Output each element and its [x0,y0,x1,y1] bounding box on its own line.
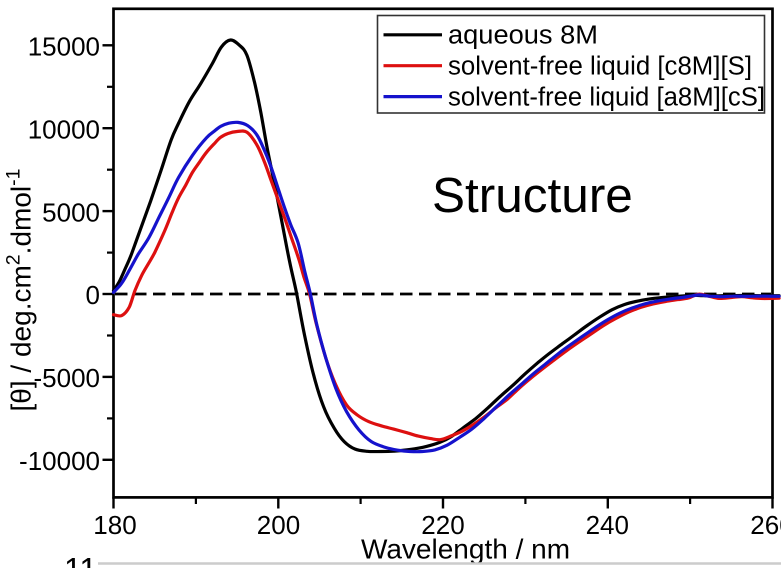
svg-text:-5000: -5000 [34,363,101,393]
svg-text:11: 11 [64,552,97,568]
svg-text:220: 220 [421,510,464,540]
svg-text:10000: 10000 [28,114,100,144]
svg-text:Structure: Structure [432,168,633,223]
svg-text:Wavelength / nm: Wavelength / nm [361,534,570,565]
svg-text:260: 260 [750,510,781,540]
svg-text:180: 180 [93,510,136,540]
svg-text:[θ] / deg.cm2.dmol-1: [θ] / deg.cm2.dmol-1 [3,169,37,412]
svg-text:aqueous 8M: aqueous 8M [448,22,598,50]
svg-text:solvent-free liquid [a8M][cS]: solvent-free liquid [a8M][cS] [448,83,765,111]
svg-text:0: 0 [86,280,100,310]
svg-text:-10000: -10000 [19,446,100,476]
svg-text:200: 200 [257,510,300,540]
svg-text:15000: 15000 [28,32,100,62]
svg-text:solvent-free liquid [c8M][S]: solvent-free liquid [c8M][S] [448,53,752,81]
svg-text:240: 240 [586,510,629,540]
svg-text:5000: 5000 [42,197,100,227]
